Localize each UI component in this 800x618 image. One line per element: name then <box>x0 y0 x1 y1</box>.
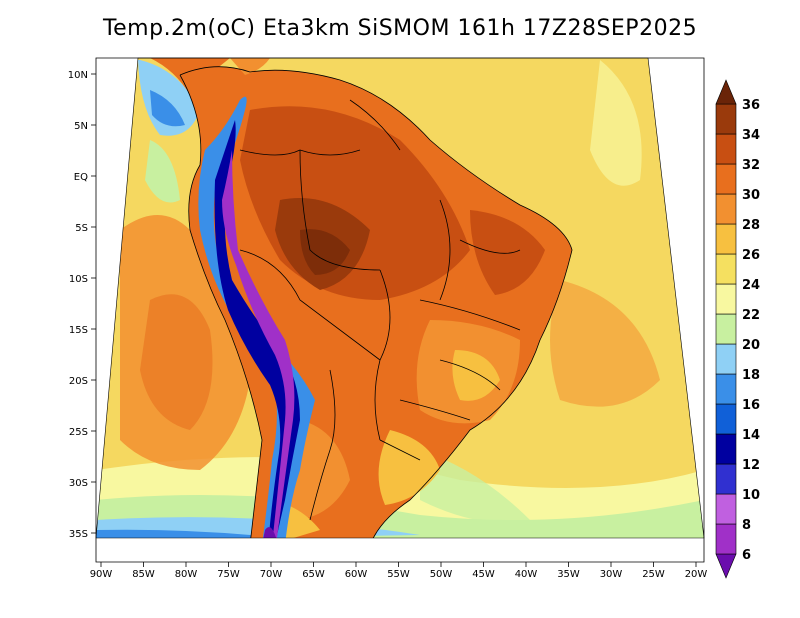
colorbar-bin <box>715 283 737 315</box>
lat-tick-label: 5N <box>74 121 88 132</box>
colorbar-label: 8 <box>742 518 751 533</box>
colorbar-bin <box>715 313 737 345</box>
colorbar-bin <box>715 523 737 555</box>
country-borders <box>179 66 573 538</box>
colorbar-bin <box>715 103 737 135</box>
colorbar-label: 34 <box>742 128 760 143</box>
lon-tick-label: 30W <box>600 569 623 580</box>
lon-tick-label: 85W <box>132 569 155 580</box>
lat-tick-label: EQ <box>74 172 88 183</box>
colorbar-label: 20 <box>742 338 760 353</box>
colorbar-label: 12 <box>742 458 760 473</box>
lon-tick-label: 70W <box>260 569 283 580</box>
colorbar-label: 14 <box>742 428 760 443</box>
colorbar-bin <box>715 133 737 165</box>
lat-tick-label: 25S <box>69 427 88 438</box>
colorbar-label: 32 <box>742 158 760 173</box>
colorbar-bin <box>715 373 737 405</box>
lat-tick-label: 5S <box>75 223 88 234</box>
continent-field <box>150 58 572 538</box>
colorbar-label: 24 <box>742 278 760 293</box>
colorbar-bin <box>715 163 737 195</box>
lon-tick-label: 65W <box>302 569 325 580</box>
lat-tick-label: 35S <box>69 529 88 540</box>
colorbar-bin <box>715 223 737 255</box>
colorbar-label: 36 <box>742 98 760 113</box>
colorbar-label: 26 <box>742 248 760 263</box>
colorbar-bin <box>715 343 737 375</box>
lon-tick-label: 90W <box>90 569 113 580</box>
colorbar-label: 18 <box>742 368 760 383</box>
colorbar-bin <box>715 493 737 525</box>
lat-tick-label: 20S <box>69 376 88 387</box>
latitude-axis: 10N 5N EQ 5S 10S 15S 20S 25S 30S 35S <box>68 70 96 540</box>
colorbar-label: 28 <box>742 218 760 233</box>
lat-tick-label: 30S <box>69 478 88 489</box>
colorbar-bin <box>715 79 737 105</box>
longitude-axis: 90W 85W 80W 75W 70W 65W 60W 55W 50W 45W 40W 35W 30W 2… <box>90 562 708 580</box>
lon-tick-label: 60W <box>345 569 368 580</box>
colorbar-bin <box>715 553 737 579</box>
lon-tick-label: 35W <box>557 569 580 580</box>
lon-tick-label: 40W <box>515 569 538 580</box>
lon-tick-label: 25W <box>642 569 665 580</box>
colorbar-label: 16 <box>742 398 760 413</box>
lat-tick-label: 10N <box>68 70 88 81</box>
colorbar-bin <box>715 253 737 285</box>
map-title: Temp.2m(oC) Eta3km SiSMOM 161h 17Z28SEP2… <box>102 16 698 41</box>
lon-tick-label: 45W <box>472 569 495 580</box>
lon-tick-label: 55W <box>387 569 410 580</box>
colorbar-label: 6 <box>742 548 751 563</box>
colorbar-bin <box>715 403 737 435</box>
lon-tick-label: 75W <box>217 569 240 580</box>
colorbar-label: 30 <box>742 188 760 203</box>
lon-tick-label: 50W <box>430 569 453 580</box>
temperature-colorbar: 6 8 10 12 14 16 18 20 22 24 26 28 30 32 34 36 <box>715 79 760 579</box>
lon-tick-label: 80W <box>175 569 198 580</box>
lat-tick-label: 15S <box>69 325 88 336</box>
lat-tick-label: 10S <box>69 274 88 285</box>
colorbar-bin <box>715 433 737 465</box>
colorbar-label: 10 <box>742 488 760 503</box>
colorbar-bin <box>715 463 737 495</box>
lon-tick-label: 20W <box>685 569 708 580</box>
colorbar-label: 22 <box>742 308 760 323</box>
colorbar-bin <box>715 193 737 225</box>
